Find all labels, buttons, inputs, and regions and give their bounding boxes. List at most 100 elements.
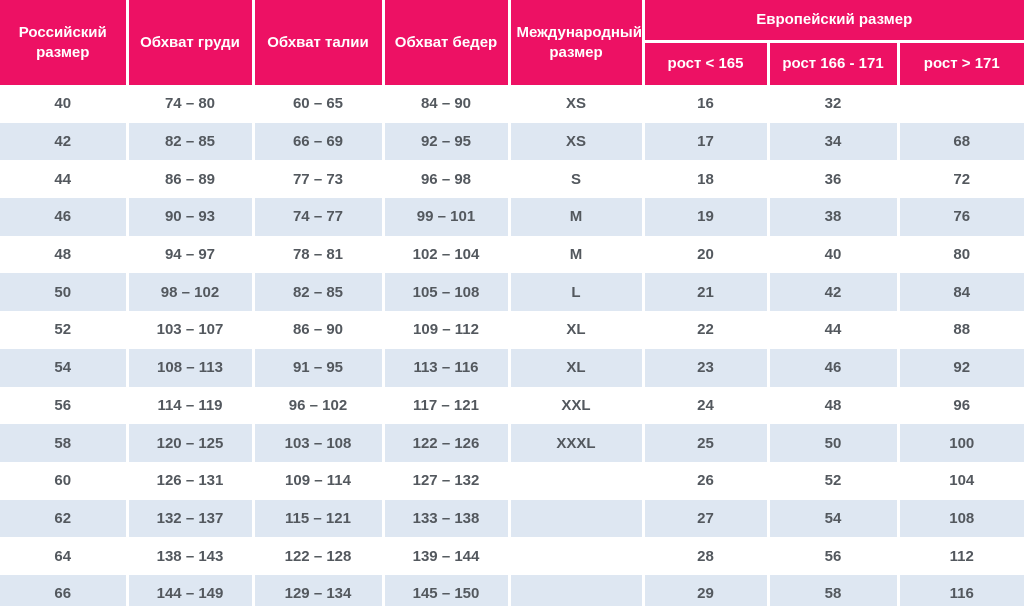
table-cell: 60 – 65 [253, 85, 385, 123]
table-cell: 40 [0, 85, 129, 123]
table-cell: 92 [953, 359, 971, 377]
table-cell: 56 [0, 386, 129, 425]
table-cell: 18 [643, 160, 770, 199]
table-cell: 82 – 85 [253, 273, 385, 312]
table-cell: 60 [0, 461, 129, 500]
table-cell: 86 – 89 [127, 160, 255, 199]
table-cell: 38 [768, 198, 900, 236]
table-cell: 78 – 81 [253, 235, 385, 274]
table-cell: 109 – 112 [383, 311, 511, 349]
table-cell: 36 [768, 160, 900, 199]
table-cell: 46 [768, 348, 900, 387]
table-cell: XXXL [509, 424, 645, 462]
table-cell: 58 [768, 574, 900, 606]
table-cell: 44 [0, 160, 129, 199]
table-cell: XL [509, 348, 645, 387]
col-header-russian-size: Российский размер [0, 0, 127, 85]
table-cell: 26 [643, 461, 770, 500]
table-cell: 50 [768, 424, 900, 462]
table-cell: 54 [768, 499, 900, 538]
table-cell: 122 – 128 [253, 537, 385, 575]
col-header-chest: Обхват груди [125, 0, 253, 85]
table-cell: 96 – 102 [253, 386, 385, 425]
table-cell: XXL [509, 386, 645, 425]
table-cell: 16 [643, 85, 770, 123]
table-row: 50 98 – 102 82 – 85 105 – 108 L 21 42 84 [0, 273, 1024, 312]
table-cell: 129 – 134 [253, 574, 385, 606]
table-cell [509, 461, 645, 500]
table-cell: 113 – 116 [383, 348, 511, 387]
table-cell: XS [509, 122, 645, 161]
table-cell: 84 [953, 283, 971, 301]
table-cell: 94 – 97 [127, 235, 255, 274]
table-cell: 76 [953, 208, 971, 226]
table-cell: 108 – 113 [127, 348, 255, 387]
table-cell: 19 [643, 198, 770, 236]
table-row: 62 132 – 137 115 – 121 133 – 138 27 54 108 [0, 499, 1024, 538]
table-cell: 72 [953, 170, 971, 188]
table-cell: 74 – 77 [253, 198, 385, 236]
table-cell: 46 [0, 198, 129, 236]
table-cell: 122 – 126 [383, 424, 511, 462]
table-cell: 58 [0, 424, 129, 462]
col-header-height-166-171: рост 166 - 171 [766, 40, 898, 85]
col-header-international-size: Международный размер [507, 0, 643, 85]
table-cell [509, 574, 645, 606]
table-cell: 50 [0, 273, 129, 312]
table-cell: 74 – 80 [127, 85, 255, 123]
table-cell [509, 499, 645, 538]
col-header-european-size: Европейский размер [641, 0, 1024, 42]
table-row: 66 144 – 149 129 – 134 145 – 150 29 58 116 [0, 574, 1024, 606]
table-cell: 54 [0, 348, 129, 387]
table-cell: 139 – 144 [383, 537, 511, 575]
size-table-header: Российский размер Обхват груди Обхват та… [0, 0, 1024, 85]
table-cell: 42 [0, 122, 129, 161]
col-header-waist: Обхват талии [251, 0, 383, 85]
table-cell: 104 [949, 472, 975, 490]
table-cell: XL [509, 311, 645, 349]
table-cell: 21 [643, 273, 770, 312]
table-cell: 48 [768, 386, 900, 425]
table-cell: 48 [0, 235, 129, 274]
table-cell: 120 – 125 [127, 424, 255, 462]
table-cell: 66 [0, 574, 129, 606]
table-cell [509, 537, 645, 575]
table-cell: 82 – 85 [127, 122, 255, 161]
table-cell: 86 – 90 [253, 311, 385, 349]
table-cell: 103 – 107 [127, 311, 255, 349]
table-cell: 109 – 114 [253, 461, 385, 500]
table-cell: 132 – 137 [127, 499, 255, 538]
table-row: 46 90 – 93 74 – 77 99 – 101 M 19 38 76 [0, 198, 1024, 236]
table-cell: 34 [768, 122, 900, 161]
table-cell: 138 – 143 [127, 537, 255, 575]
table-cell: 29 [643, 574, 770, 606]
table-cell: 105 – 108 [383, 273, 511, 312]
table-cell: 112 [949, 547, 974, 565]
table-cell: 144 – 149 [127, 574, 255, 606]
table-cell: 88 [953, 321, 971, 339]
table-cell: 91 – 95 [253, 348, 385, 387]
table-cell: 117 – 121 [383, 386, 511, 425]
header-row-sub: рост < 165 рост 166 - 171 рост > 171 [0, 40, 1024, 85]
table-cell: S [509, 160, 645, 199]
table-cell: L [509, 273, 645, 312]
table-row: 48 94 – 97 78 – 81 102 – 104 M 20 40 80 [0, 235, 1024, 274]
table-row: 42 82 – 85 66 – 69 92 – 95 XS 17 34 68 [0, 122, 1024, 161]
table-cell: 80 [953, 246, 971, 264]
table-cell: 92 – 95 [383, 122, 511, 161]
table-cell: 108 [949, 509, 975, 527]
table-cell: 133 – 138 [383, 499, 511, 538]
table-row: 44 86 – 89 77 – 73 96 – 98 S 18 36 72 [0, 160, 1024, 199]
table-cell: 66 – 69 [253, 122, 385, 161]
table-cell: 24 [643, 386, 770, 425]
table-cell: 52 [0, 311, 129, 349]
table-cell [898, 85, 1024, 123]
table-cell: 42 [768, 273, 900, 312]
table-cell: M [509, 198, 645, 236]
table-cell: 103 – 108 [253, 424, 385, 462]
table-cell: 62 [0, 499, 129, 538]
table-row: 64 138 – 143 122 – 128 139 – 144 28 56 112 [0, 537, 1024, 575]
table-cell: 115 – 121 [253, 499, 385, 538]
table-cell: XS [509, 85, 645, 123]
